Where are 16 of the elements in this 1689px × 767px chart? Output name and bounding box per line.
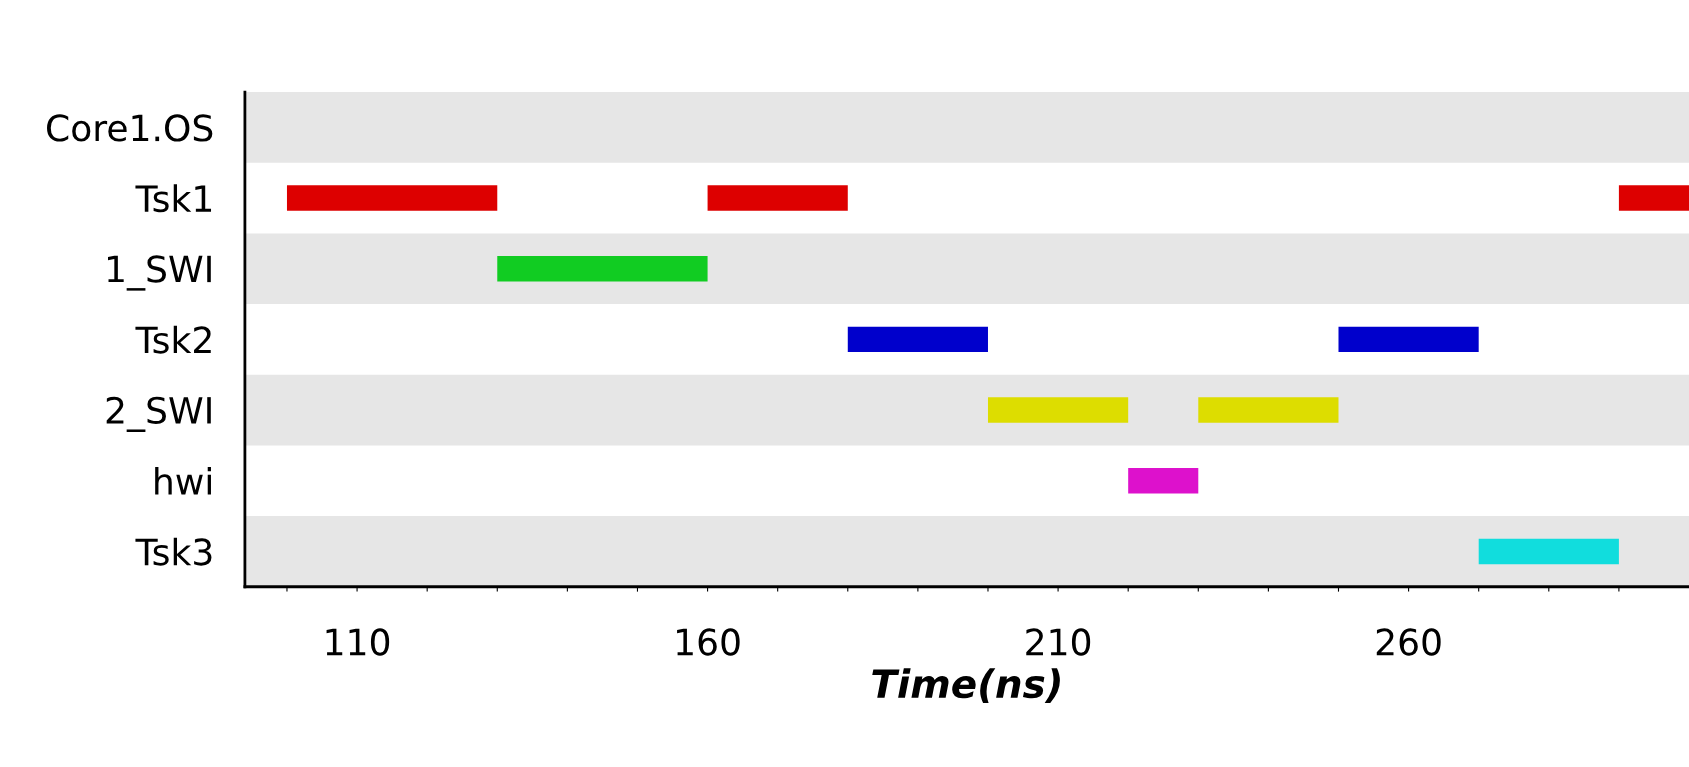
x-tick-label: 210 bbox=[1026, 628, 1091, 656]
y-tick-label: Tsk1 bbox=[135, 184, 212, 213]
x-tick-label: 160 bbox=[677, 628, 740, 656]
y-tick-label: hwi bbox=[155, 467, 211, 495]
y-tick-label: Core1.OS bbox=[47, 114, 213, 142]
y-tick-label: 1_SWI bbox=[108, 255, 211, 291]
bar bbox=[497, 256, 708, 282]
y-tick-label: 2_SWI bbox=[106, 396, 211, 432]
x-tick-label: 110 bbox=[326, 628, 390, 656]
bar bbox=[1128, 468, 1199, 494]
x-axis-title: Time(ns) bbox=[872, 668, 1060, 703]
x-tick-label: 260 bbox=[1376, 628, 1441, 656]
y-tick-label: Tsk2 bbox=[135, 325, 211, 354]
y-tick-label: Tsk3 bbox=[135, 537, 212, 566]
bar bbox=[1618, 185, 1689, 211]
bar bbox=[1478, 538, 1619, 565]
